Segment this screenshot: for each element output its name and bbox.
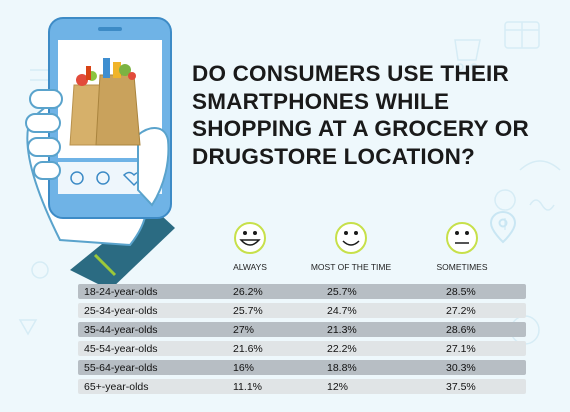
- big-smile-icon: [234, 222, 266, 254]
- cell-most-of-the-time: 24.7%: [327, 303, 446, 318]
- cell-most-of-the-time: 12%: [327, 379, 446, 394]
- grocery-bags-icon: [69, 58, 141, 146]
- cell-sometimes: 28.5%: [446, 284, 526, 299]
- data-table: 18-24-year-olds 26.2% 25.7% 28.5% 25-34-…: [78, 280, 526, 398]
- column-header-most-of-the-time: MOST OF THE TIME: [310, 262, 392, 272]
- cell-always: 21.6%: [233, 341, 327, 356]
- cell-most-of-the-time: 18.8%: [327, 360, 446, 375]
- table-row: 45-54-year-olds 21.6% 22.2% 27.1%: [78, 341, 526, 356]
- column-header-sometimes: SOMETIMES: [436, 262, 488, 272]
- row-label: 45-54-year-olds: [78, 341, 233, 356]
- column-header-always: ALWAYS: [233, 262, 267, 272]
- table-row: 18-24-year-olds 26.2% 25.7% 28.5%: [78, 284, 526, 299]
- cell-always: 27%: [233, 322, 327, 337]
- cell-most-of-the-time: 21.3%: [327, 322, 446, 337]
- row-label: 18-24-year-olds: [78, 284, 233, 299]
- table-row: 35-44-year-olds 27% 21.3% 28.6%: [78, 322, 526, 337]
- row-label: 65+-year-olds: [78, 379, 233, 394]
- table-row: 55-64-year-olds 16% 18.8% 30.3%: [78, 360, 526, 375]
- row-label: 55-64-year-olds: [78, 360, 233, 375]
- cell-sometimes: 28.6%: [446, 322, 526, 337]
- cell-always: 11.1%: [233, 379, 327, 394]
- smartphone-in-hand-icon: [25, 17, 175, 290]
- cell-always: 25.7%: [233, 303, 327, 318]
- cell-sometimes: 27.2%: [446, 303, 526, 318]
- row-label: 35-44-year-olds: [78, 322, 233, 337]
- table-row: 25-34-year-olds 25.7% 24.7% 27.2%: [78, 303, 526, 318]
- cell-sometimes: 37.5%: [446, 379, 526, 394]
- smile-icon: [335, 222, 367, 254]
- neutral-face-icon: [446, 222, 478, 254]
- location-pin-icon: [489, 210, 517, 244]
- table-row: 65+-year-olds 11.1% 12% 37.5%: [78, 379, 526, 394]
- cell-most-of-the-time: 25.7%: [327, 284, 446, 299]
- cell-always: 16%: [233, 360, 327, 375]
- cell-sometimes: 30.3%: [446, 360, 526, 375]
- cell-always: 26.2%: [233, 284, 327, 299]
- chart-title: DO CONSUMERS USE THEIR SMARTPHONES WHILE…: [192, 61, 529, 169]
- cell-most-of-the-time: 22.2%: [327, 341, 446, 356]
- cell-sometimes: 27.1%: [446, 341, 526, 356]
- row-label: 25-34-year-olds: [78, 303, 233, 318]
